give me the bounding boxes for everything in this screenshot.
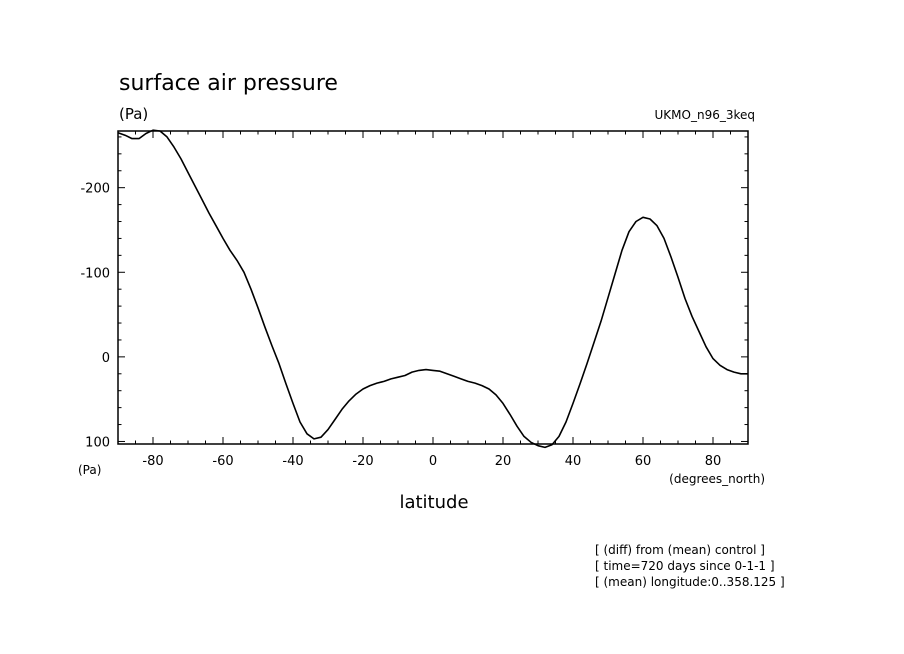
- x-axis-units: (degrees_north): [669, 472, 765, 486]
- annotation-time: [ time=720 days since 0-1-1 ]: [595, 559, 775, 573]
- x-tick-label: -80: [142, 454, 163, 469]
- plot-frame: [117, 130, 749, 445]
- y-tick-label: -100: [80, 266, 110, 281]
- annotation-longitude: [ (mean) longitude:0..358.125 ]: [595, 575, 785, 589]
- annotation-diff: [ (diff) from (mean) control ]: [595, 543, 765, 557]
- x-axis-ticks: -80 -60 -40 -20 0 20 40 60 80: [117, 131, 749, 469]
- y-tick-label: -200: [80, 182, 110, 197]
- x-tick-label: 20: [495, 454, 512, 469]
- y-axis-units: (Pa): [78, 463, 101, 477]
- x-tick-label: 80: [705, 454, 722, 469]
- y-tick-label: 0: [102, 351, 110, 366]
- y-tick-label: 100: [85, 435, 110, 450]
- x-axis-label: latitude: [399, 492, 468, 513]
- dataset-label: UKMO_n96_3keq: [655, 108, 755, 122]
- units-label: (Pa): [119, 105, 148, 123]
- series-line-0: [117, 129, 748, 449]
- x-tick-label: -40: [282, 454, 303, 469]
- x-tick-label: -60: [212, 454, 233, 469]
- series-group: [117, 129, 748, 449]
- x-tick-label: -20: [352, 454, 373, 469]
- x-tick-label: 0: [429, 454, 437, 469]
- x-tick-label: 40: [565, 454, 582, 469]
- y-axis-ticks: -200 -100 0 100: [80, 136, 748, 450]
- x-tick-label: 60: [635, 454, 652, 469]
- chart-title: surface air pressure: [119, 71, 338, 96]
